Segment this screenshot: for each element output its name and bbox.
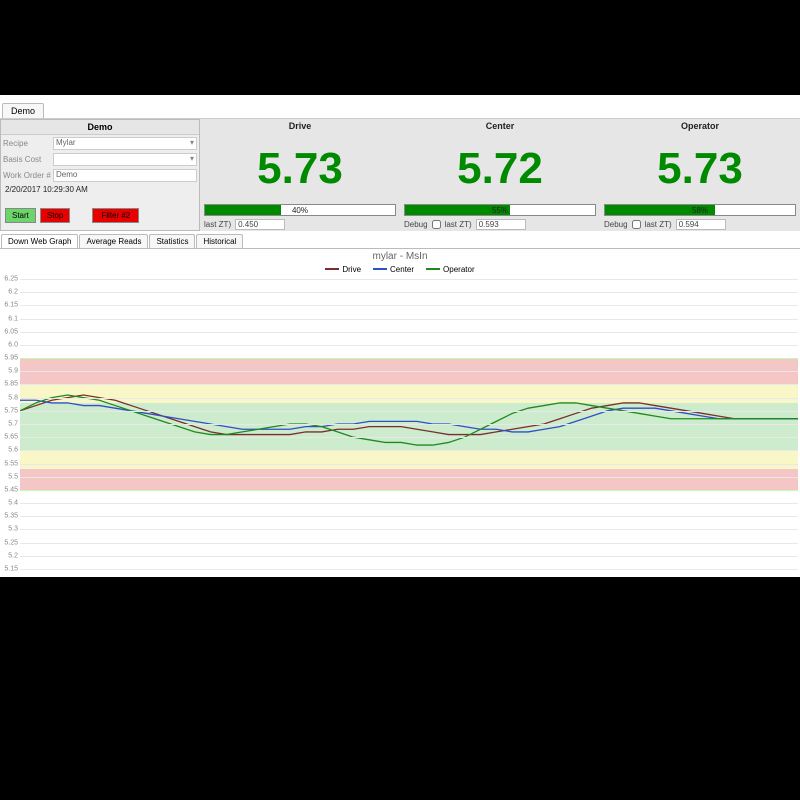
last-zt-label: last ZT) <box>645 220 672 229</box>
y-tick: 5.8 <box>8 394 18 401</box>
subtab-down-web-graph[interactable]: Down Web Graph <box>1 234 78 248</box>
chart-title: mylar - MsIn <box>0 249 800 262</box>
y-tick: 5.65 <box>4 434 18 441</box>
series-center <box>20 400 798 432</box>
main-tab-strip: Demo <box>0 95 800 119</box>
y-tick: 5.55 <box>4 460 18 467</box>
basis-cost-select[interactable] <box>53 153 197 166</box>
y-tick: 6.15 <box>4 302 18 309</box>
last-zt-value: 0.594 <box>676 219 726 230</box>
demo-panel: Demo Recipe Mylar Basis Cost Work Order … <box>0 119 200 231</box>
last-zt-label: last ZT) <box>204 220 231 229</box>
gauge-progress-bar: 58% <box>604 204 796 216</box>
y-tick: 6.25 <box>4 276 18 283</box>
subtab-strip: Down Web GraphAverage ReadsStatisticsHis… <box>0 231 800 249</box>
y-tick: 6.2 <box>8 289 18 296</box>
y-tick: 5.25 <box>4 539 18 546</box>
gauge-operator: Operator5.7358% Debug last ZT) 0.594 <box>600 119 800 231</box>
debug-checkbox[interactable] <box>432 220 441 229</box>
y-tick: 5.35 <box>4 513 18 520</box>
timestamp: 2/20/2017 10:29:30 AM <box>1 183 199 196</box>
last-zt-value: 0.593 <box>476 219 526 230</box>
gauge-label: Center <box>404 121 596 135</box>
debug-label: Debug <box>604 220 628 229</box>
last-zt-label: last ZT) <box>445 220 472 229</box>
debug-label: Debug <box>404 220 428 229</box>
y-tick: 5.3 <box>8 526 18 533</box>
gauge-progress-bar: 55% <box>404 204 596 216</box>
basis-cost-label: Basis Cost <box>3 155 51 164</box>
subtab-average-reads[interactable]: Average Reads <box>79 234 148 248</box>
filter-button[interactable]: Filter #2 <box>92 208 139 223</box>
recipe-label: Recipe <box>3 139 51 148</box>
y-tick: 5.45 <box>4 486 18 493</box>
gauge-progress-bar: 40% <box>204 204 396 216</box>
series-drive <box>20 395 798 435</box>
y-tick: 5.6 <box>8 447 18 454</box>
last-zt-value: 0.450 <box>235 219 285 230</box>
legend-item-drive: Drive <box>325 265 361 274</box>
y-tick: 5.7 <box>8 421 18 428</box>
y-tick: 5.75 <box>4 407 18 414</box>
work-order-label: Work Order # <box>3 171 51 180</box>
y-tick: 5.2 <box>8 552 18 559</box>
y-tick: 6.0 <box>8 341 18 348</box>
y-tick: 5.95 <box>4 355 18 362</box>
y-tick: 6.1 <box>8 315 18 322</box>
header-row: Demo Recipe Mylar Basis Cost Work Order … <box>0 119 800 231</box>
y-tick: 5.15 <box>4 566 18 573</box>
subtab-statistics[interactable]: Statistics <box>149 234 195 248</box>
y-tick: 5.4 <box>8 500 18 507</box>
debug-checkbox[interactable] <box>632 220 641 229</box>
subtab-historical[interactable]: Historical <box>196 234 243 248</box>
y-tick: 5.5 <box>8 473 18 480</box>
demo-panel-title: Demo <box>1 120 199 135</box>
gauge-value: 5.72 <box>404 135 596 203</box>
gauge-value: 5.73 <box>204 135 396 203</box>
y-axis: 5.155.25.255.35.355.45.455.55.555.65.655… <box>0 279 20 569</box>
legend-item-center: Center <box>373 265 414 274</box>
y-tick: 5.9 <box>8 368 18 375</box>
app-window: Demo Demo Recipe Mylar Basis Cost Work O… <box>0 95 800 577</box>
gauge-label: Operator <box>604 121 796 135</box>
plot-region <box>20 279 798 569</box>
chart-legend: Drive Center Operator <box>0 262 800 276</box>
gauge-drive: Drive5.7340% last ZT) 0.450 <box>200 119 400 231</box>
y-tick: 6.05 <box>4 328 18 335</box>
stop-button[interactable]: Stop <box>40 208 70 223</box>
main-tab-demo[interactable]: Demo <box>2 103 44 118</box>
y-tick: 5.85 <box>4 381 18 388</box>
gauge-label: Drive <box>204 121 396 135</box>
legend-item-operator: Operator <box>426 265 475 274</box>
gauges-container: Drive5.7340%last ZT)0.450Center5.7255%De… <box>200 119 800 231</box>
recipe-select[interactable]: Mylar <box>53 137 197 150</box>
chart-area: mylar - MsIn Drive Center Operator 5.15 5.2… <box>0 249 800 575</box>
work-order-input[interactable]: Demo <box>53 169 197 182</box>
gauge-value: 5.73 <box>604 135 796 203</box>
start-button[interactable]: Start <box>5 208 36 223</box>
gauge-center: Center5.7255% Debug last ZT) 0.593 <box>400 119 600 231</box>
